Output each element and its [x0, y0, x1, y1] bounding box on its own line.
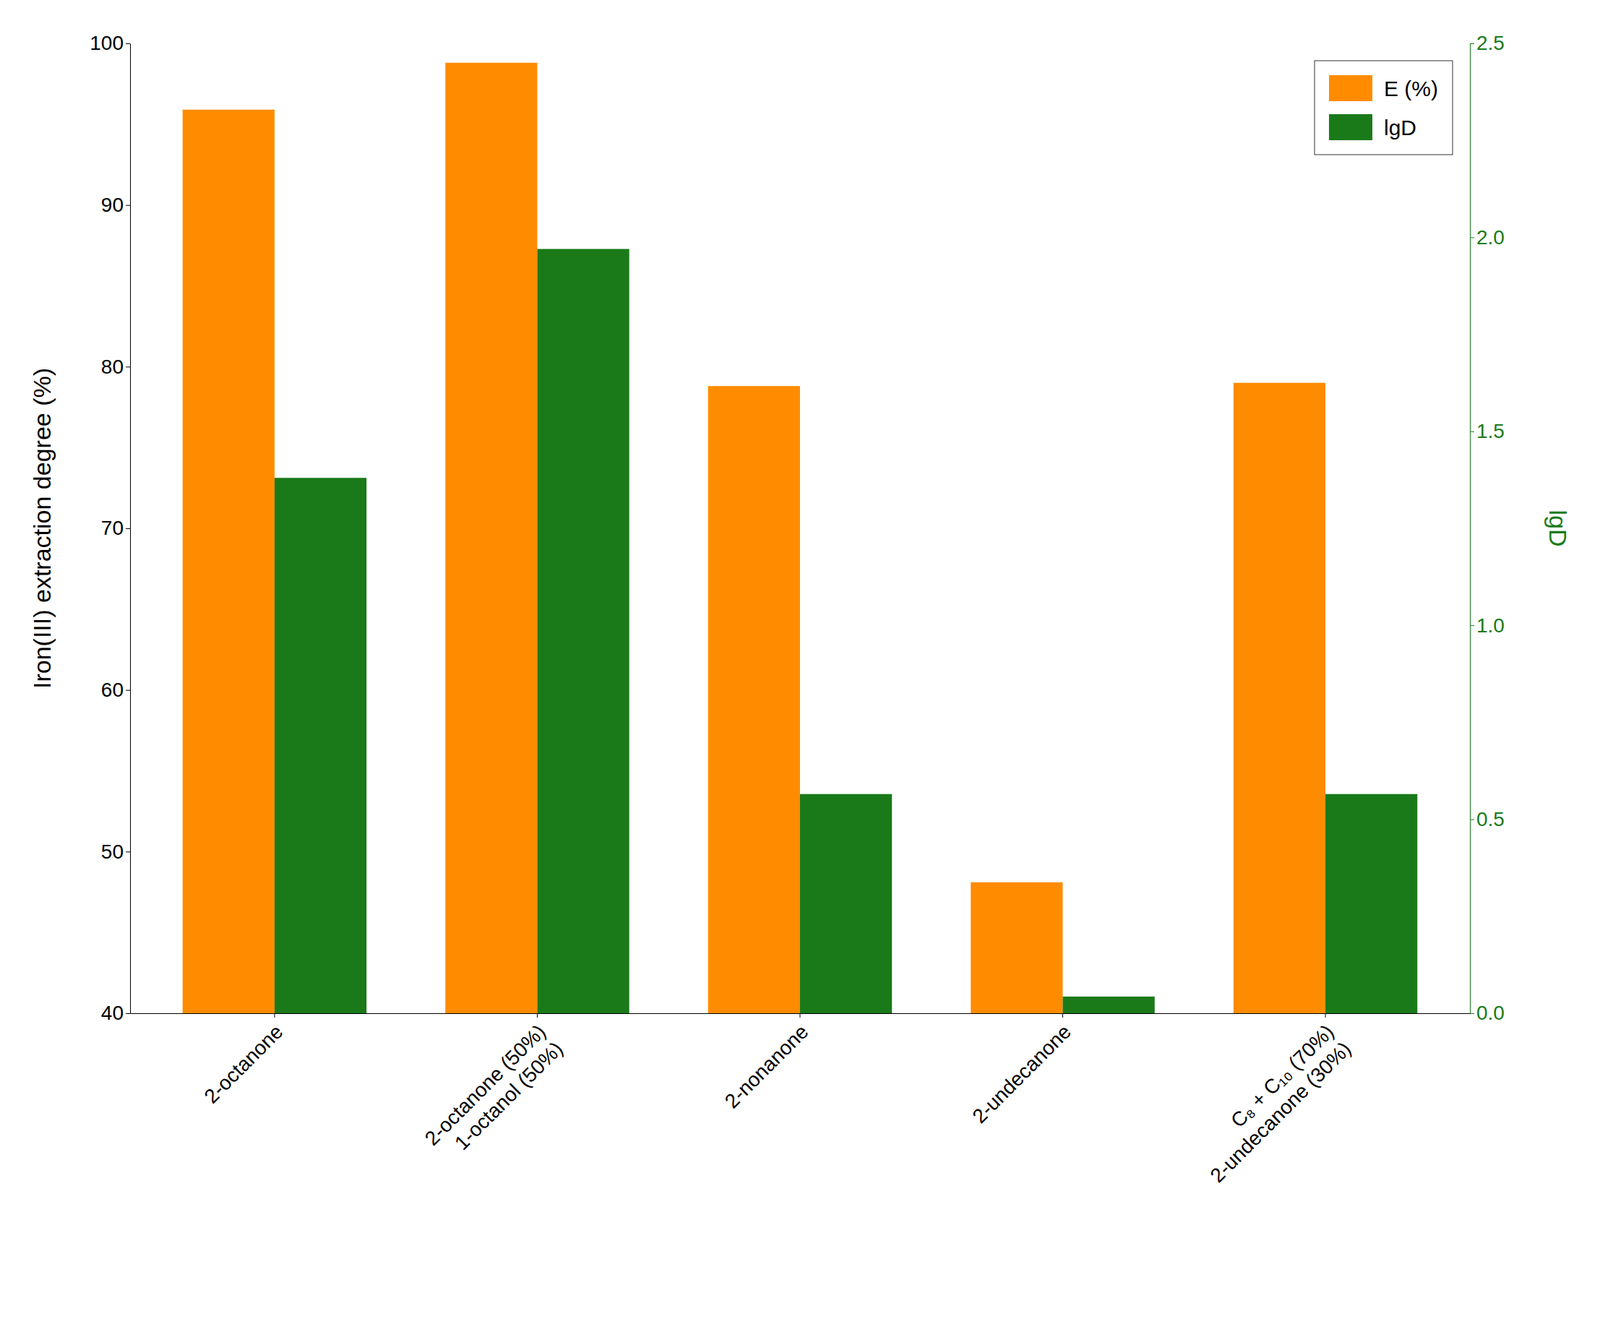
- tick-label: 60: [101, 678, 124, 701]
- bar: [1325, 794, 1418, 1014]
- tick-mark: [1062, 1013, 1064, 1018]
- tick-label: 70: [101, 516, 124, 540]
- tick-mark: [125, 366, 131, 368]
- tick: 0.0: [1469, 1001, 1505, 1025]
- tick-label: 0.0: [1476, 1001, 1505, 1025]
- tick-label-line: 2-undecanone: [968, 1020, 1077, 1129]
- legend-label: lgD: [1383, 115, 1417, 140]
- tick-mark: [125, 851, 131, 853]
- tick: 1.5: [1469, 419, 1505, 443]
- tick: 50: [101, 840, 131, 863]
- tick-label: 2.5: [1476, 31, 1505, 55]
- tick-label-line: 2-nonanone: [720, 1020, 814, 1113]
- tick-mark: [1469, 237, 1475, 238]
- bar-series: [274, 249, 1418, 1014]
- tick: 2-octanone (50%)1-octanol (50%): [420, 1013, 568, 1168]
- tick-mark: [800, 1013, 801, 1018]
- tick: 40: [101, 1001, 131, 1025]
- tick: 0.5: [1469, 807, 1505, 831]
- chart-svg: 40 50 60 70 80 90 100 0.0 0.5 1.0 1.5 2.0 2.5 2-octan…: [0, 0, 1600, 1324]
- tick: 2-octanone: [199, 1013, 287, 1108]
- tick-mark: [125, 528, 131, 529]
- tick: 90: [101, 193, 131, 217]
- bars: [182, 62, 1418, 1014]
- y2-axis-title: lgD: [1544, 509, 1572, 547]
- tick: 1.0: [1469, 614, 1505, 637]
- tick: 2-nonanone: [720, 1013, 814, 1113]
- bar: [708, 385, 800, 1014]
- legend: E (%) lgD: [1314, 60, 1453, 155]
- bar-series: [182, 62, 1326, 1014]
- tick-mark: [125, 690, 131, 691]
- tick-label: 2-octanone: [199, 1020, 287, 1108]
- tick-label: 2-nonanone: [720, 1020, 814, 1113]
- tick-label: 2.0: [1476, 226, 1505, 249]
- tick-label: 40: [101, 1001, 124, 1025]
- tick: 2.0: [1469, 226, 1505, 249]
- tick: 70: [101, 516, 131, 540]
- tick: 100: [89, 31, 131, 55]
- tick: 60: [101, 678, 131, 701]
- chart-container: 40 50 60 70 80 90 100 0.0 0.5 1.0 1.5 2.0 2.5 2-octan…: [0, 0, 1600, 1324]
- tick-label-line: 1-octanol (50%): [450, 1037, 568, 1155]
- axis-line: [130, 44, 131, 1014]
- y-axis-title: Iron(III) extraction degree (%): [28, 367, 56, 689]
- x-axis: 2-octanone 2-octanone (50%)1-octanol (50%…: [130, 1013, 1471, 1187]
- tick-mark: [1469, 819, 1475, 821]
- y-axis: 40 50 60 70 80 90 100: [89, 31, 131, 1025]
- tick-mark: [1469, 1013, 1475, 1014]
- bar: [536, 249, 629, 1014]
- bar: [445, 62, 537, 1014]
- tick: 2-undecanone: [968, 1013, 1077, 1128]
- tick-label: 2-undecanone: [968, 1020, 1077, 1129]
- legend-label: E (%): [1383, 76, 1439, 101]
- tick-label: 0.5: [1476, 807, 1505, 831]
- bar: [970, 882, 1063, 1014]
- tick-label: 2-octanone (50%)1-octanol (50%): [420, 1020, 568, 1168]
- tick-label-line: 2-undecanone (30%): [1206, 1037, 1356, 1188]
- tick-label: 100: [89, 31, 124, 55]
- legend-frame: [1314, 60, 1453, 155]
- legend-swatch: [1328, 75, 1373, 102]
- tick-label: 90: [101, 193, 124, 217]
- tick: 80: [101, 355, 131, 378]
- y2-axis: 0.0 0.5 1.0 1.5 2.0 2.5: [1469, 31, 1505, 1025]
- plot-area: 40 50 60 70 80 90 100 0.0 0.5 1.0 1.5 2.0 2.5 2-octan…: [89, 31, 1505, 1324]
- tick: C₈ + C₁₀ (70%)2-undecanone (30%): [1188, 1013, 1356, 1187]
- tick-label: 80: [101, 355, 124, 378]
- tick-mark: [273, 1013, 275, 1018]
- tick-mark: [1469, 431, 1475, 433]
- legend-swatch: [1328, 114, 1373, 141]
- tick-mark: [1469, 625, 1475, 626]
- bar: [800, 794, 892, 1014]
- tick-label: 1.5: [1476, 419, 1505, 443]
- tick-label: 1.0: [1476, 614, 1505, 637]
- tick-mark: [125, 205, 131, 206]
- tick-label: 50: [101, 840, 124, 863]
- tick-mark: [536, 1013, 538, 1018]
- tick-mark: [1325, 1013, 1327, 1018]
- tick-label-line: 2-octanone: [199, 1020, 287, 1108]
- tick-mark: [1469, 43, 1475, 45]
- tick-label: C₈ + C₁₀ (70%)2-undecanone (30%): [1188, 1020, 1356, 1188]
- tick-mark: [125, 43, 131, 45]
- axis-line: [1469, 44, 1471, 1014]
- bar: [182, 109, 275, 1014]
- bar: [274, 477, 367, 1014]
- tick-mark: [125, 1013, 131, 1014]
- bar: [1063, 996, 1155, 1014]
- tick: 2.5: [1469, 31, 1505, 55]
- bar: [1233, 383, 1326, 1014]
